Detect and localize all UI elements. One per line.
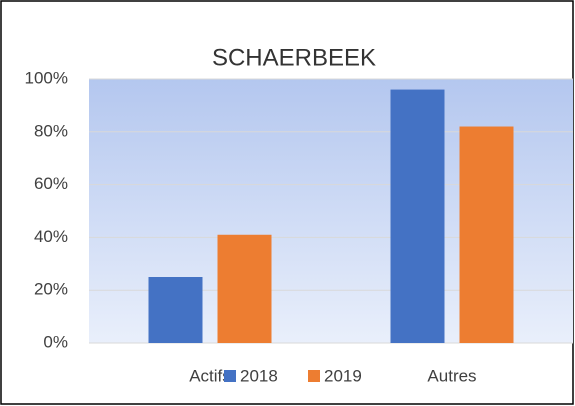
y-tick-label: 20% [34, 280, 68, 299]
y-tick-label: 40% [34, 227, 68, 246]
legend-swatch [224, 370, 236, 382]
legend-label: 2018 [240, 366, 278, 385]
legend-label: 2019 [324, 366, 362, 385]
legend-swatch [308, 370, 320, 382]
bar [217, 234, 272, 343]
y-tick-label: 60% [34, 174, 68, 193]
x-tick-label: Autres [427, 366, 476, 385]
y-tick-label: 80% [34, 121, 68, 140]
bar [148, 277, 203, 343]
y-tick-label: 0% [43, 332, 68, 351]
bar [459, 126, 514, 344]
chart-title: SCHAERBEEK [212, 44, 376, 71]
x-tick-label: Actifs [189, 366, 231, 385]
y-tick-label: 100% [25, 68, 68, 87]
bar [390, 89, 445, 343]
